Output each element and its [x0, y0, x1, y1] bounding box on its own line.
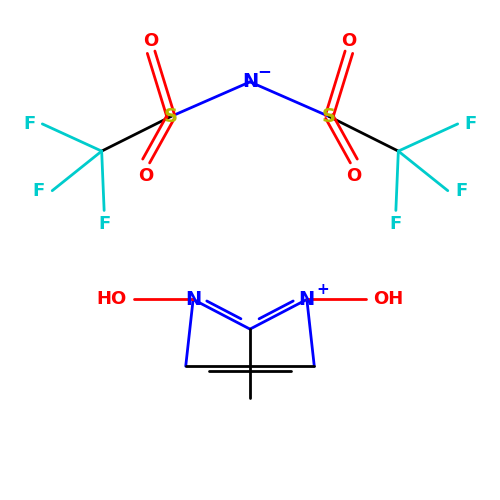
Text: −: −: [257, 62, 271, 80]
Text: F: F: [464, 115, 476, 133]
Text: F: F: [98, 216, 110, 234]
Text: F: F: [32, 182, 44, 200]
Text: N: N: [242, 72, 258, 92]
Text: O: O: [138, 167, 154, 185]
Text: OH: OH: [374, 290, 404, 308]
Text: F: F: [24, 115, 36, 133]
Text: HO: HO: [96, 290, 126, 308]
Text: +: +: [317, 282, 330, 297]
Text: O: O: [144, 32, 158, 50]
Text: O: O: [342, 32, 356, 50]
Text: N: N: [185, 290, 202, 309]
Text: F: F: [390, 216, 402, 234]
Text: F: F: [456, 182, 468, 200]
Text: S: S: [164, 107, 178, 126]
Text: O: O: [346, 167, 362, 185]
Text: S: S: [322, 107, 336, 126]
Text: N: N: [298, 290, 315, 309]
